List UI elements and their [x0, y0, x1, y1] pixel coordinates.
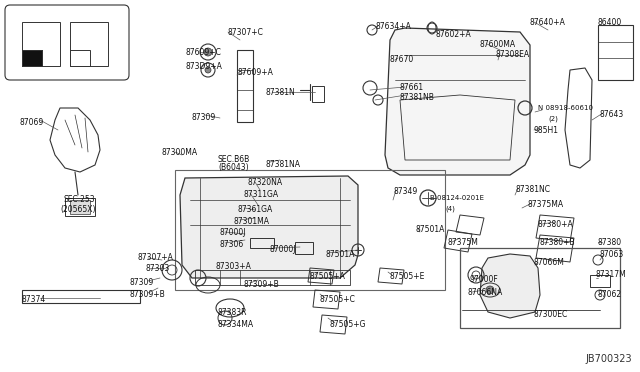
Text: 87320NA: 87320NA	[248, 178, 283, 187]
Text: 87309+B: 87309+B	[130, 290, 166, 299]
Bar	[250, 238, 274, 248]
Text: 87000J: 87000J	[220, 228, 246, 237]
Text: 87381NA: 87381NA	[265, 160, 300, 169]
Text: 87640+A: 87640+A	[530, 18, 566, 27]
Bar	[312, 86, 324, 102]
Text: 87334MA: 87334MA	[218, 320, 254, 329]
Text: SEC.253: SEC.253	[63, 195, 95, 204]
Text: 87062: 87062	[598, 290, 622, 299]
Text: 87380: 87380	[598, 238, 622, 247]
Text: (B6043): (B6043)	[218, 163, 248, 172]
Text: 87300EC: 87300EC	[533, 310, 567, 319]
Text: 87301MA: 87301MA	[233, 217, 269, 226]
Text: SEC.B6B: SEC.B6B	[218, 155, 250, 164]
Text: 87306: 87306	[220, 240, 244, 249]
Text: 87609+A: 87609+A	[238, 68, 274, 77]
Text: 87634+A: 87634+A	[375, 22, 411, 31]
Bar	[22, 50, 42, 66]
Text: 87602+A: 87602+A	[435, 30, 471, 39]
Text: 87380+A: 87380+A	[538, 220, 573, 229]
Bar	[65, 198, 95, 216]
Text: 87307+C: 87307+C	[228, 28, 264, 37]
Bar	[460, 248, 620, 328]
Text: (4): (4)	[445, 205, 455, 212]
Text: 86400: 86400	[598, 18, 622, 27]
Text: 87383R: 87383R	[218, 308, 248, 317]
Bar	[70, 50, 90, 66]
Text: 87066M: 87066M	[533, 258, 564, 267]
Polygon shape	[480, 254, 540, 318]
Text: 87505+A: 87505+A	[310, 272, 346, 281]
Bar	[175, 170, 445, 290]
Text: 87307+A: 87307+A	[138, 253, 174, 262]
Text: 87317M: 87317M	[595, 270, 626, 279]
Text: 87375MA: 87375MA	[528, 200, 564, 209]
Text: 87643: 87643	[600, 110, 624, 119]
Bar	[70, 22, 108, 66]
Text: 87303+A: 87303+A	[215, 262, 251, 271]
Text: 87374: 87374	[22, 295, 46, 304]
Text: 87308EA: 87308EA	[495, 50, 529, 59]
Text: 87501A: 87501A	[415, 225, 444, 234]
Text: 87381NB: 87381NB	[400, 93, 435, 102]
Text: 87375M: 87375M	[448, 238, 479, 247]
Text: 87311GA: 87311GA	[243, 190, 278, 199]
Text: (2): (2)	[548, 115, 558, 122]
Text: JB700323: JB700323	[586, 354, 632, 364]
Text: 87505+G: 87505+G	[330, 320, 367, 329]
Circle shape	[205, 67, 211, 73]
Text: 87600MA: 87600MA	[480, 40, 516, 49]
Text: 87303: 87303	[145, 264, 169, 273]
Text: 87381N: 87381N	[265, 88, 295, 97]
Text: 87505+E: 87505+E	[390, 272, 426, 281]
Polygon shape	[180, 176, 358, 278]
Text: 87661: 87661	[400, 83, 424, 92]
Text: N 08918-60610: N 08918-60610	[538, 105, 593, 111]
Bar	[590, 275, 610, 287]
Text: 87063: 87063	[600, 250, 624, 259]
Text: 97000F: 97000F	[470, 275, 499, 284]
Text: 87309: 87309	[191, 113, 215, 122]
Text: 985H1: 985H1	[533, 126, 558, 135]
Text: 87066NA: 87066NA	[468, 288, 503, 297]
Text: 87381NC: 87381NC	[515, 185, 550, 194]
Polygon shape	[385, 28, 530, 175]
Text: 87309+B: 87309+B	[243, 280, 279, 289]
Circle shape	[204, 48, 212, 56]
Text: (20565X): (20565X)	[60, 205, 95, 214]
Bar	[598, 25, 633, 80]
Text: 87361GA: 87361GA	[238, 205, 273, 214]
Text: 87309: 87309	[130, 278, 154, 287]
Text: 87300MA: 87300MA	[162, 148, 198, 157]
Circle shape	[486, 286, 494, 294]
Bar	[237, 50, 253, 122]
Text: 87000J: 87000J	[270, 245, 296, 254]
Bar	[70, 200, 90, 214]
Bar	[22, 22, 60, 66]
Text: 873D9+A: 873D9+A	[185, 62, 222, 71]
Text: B 08124-0201E: B 08124-0201E	[430, 195, 484, 201]
Text: 87349: 87349	[393, 187, 417, 196]
Text: 87069: 87069	[20, 118, 44, 127]
Bar	[22, 50, 42, 66]
Text: 87670: 87670	[390, 55, 414, 64]
Text: 87505+C: 87505+C	[320, 295, 356, 304]
Text: 87380+B: 87380+B	[540, 238, 575, 247]
Text: 87501A: 87501A	[325, 250, 355, 259]
Bar	[295, 242, 313, 254]
Text: 87609+C: 87609+C	[185, 48, 221, 57]
